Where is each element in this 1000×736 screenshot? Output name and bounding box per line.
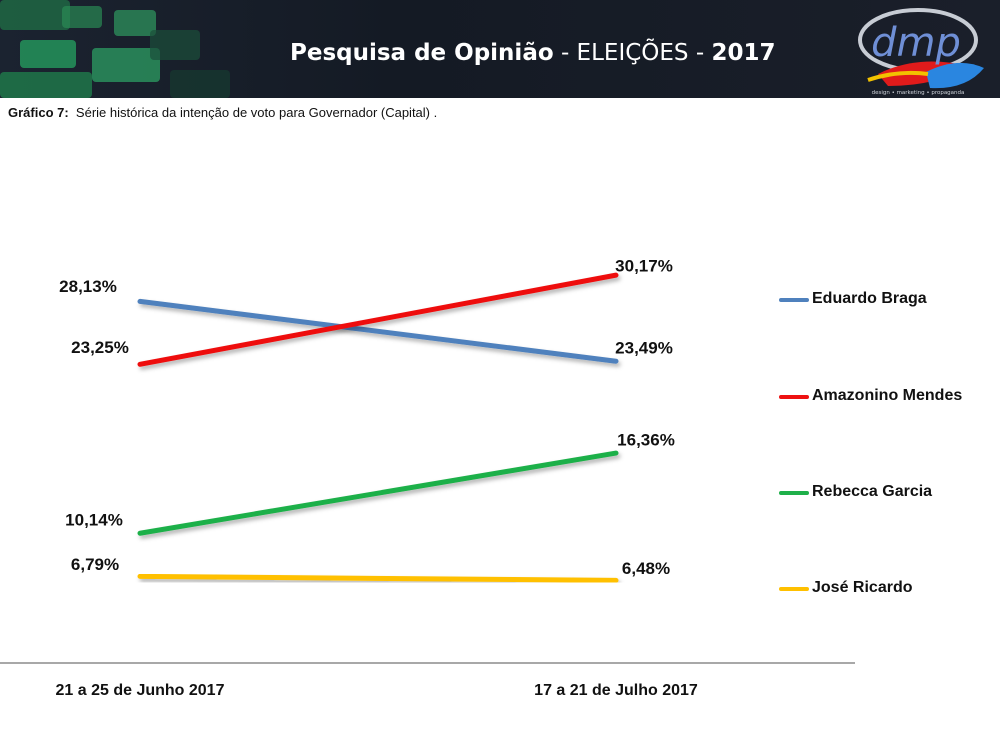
caption-label: Gráfico 7: — [8, 105, 69, 120]
series-line — [137, 298, 619, 364]
data-label: 6,79% — [71, 555, 119, 574]
legend-swatch — [779, 395, 809, 399]
data-label: 30,17% — [615, 257, 673, 276]
caption-text: Série histórica da intenção de voto para… — [75, 105, 438, 120]
dmp-logo: dmp design • marketing • propaganda — [858, 8, 984, 96]
banner-decoration — [92, 48, 160, 82]
banner-decoration — [62, 6, 102, 28]
data-label: 6,48% — [622, 559, 670, 578]
chart-caption: Gráfico 7: Série histórica da intenção d… — [8, 105, 437, 120]
data-label: 28,13% — [59, 277, 117, 296]
banner-decoration — [150, 30, 200, 60]
banner-decoration — [20, 40, 76, 68]
title-year: 2017 — [711, 40, 776, 66]
legend-label: Amazonino Mendes — [812, 387, 963, 404]
header-banner: Pesquisa de Opinião - ELEIÇÕES - 2017 dm… — [0, 0, 1000, 98]
series-line — [137, 272, 619, 367]
title-separator: - ELEIÇÕES - — [553, 40, 712, 66]
data-label: 23,49% — [615, 339, 673, 358]
x-tick-label: 17 a 21 de Julho 2017 — [534, 682, 698, 699]
banner-decoration — [0, 72, 92, 98]
series-line — [137, 573, 619, 583]
legend-label: Eduardo Braga — [812, 290, 927, 307]
series-line — [137, 450, 619, 536]
legend-swatch — [779, 298, 809, 302]
legend-label: José Ricardo — [812, 579, 913, 596]
data-label: 10,14% — [65, 511, 123, 530]
logo-tagline: design • marketing • propaganda — [872, 90, 965, 96]
banner-decoration — [114, 10, 156, 36]
legend-swatch — [779, 587, 809, 591]
page-title: Pesquisa de Opinião - ELEIÇÕES - 2017 — [290, 40, 776, 66]
x-tick-label: 21 a 25 de Junho 2017 — [56, 682, 225, 699]
banner-decoration — [0, 0, 70, 30]
logo-text: dmp — [871, 20, 961, 66]
legend-label: Rebecca Garcia — [812, 483, 933, 500]
data-label: 23,25% — [71, 338, 129, 357]
legend-swatch — [779, 491, 809, 495]
data-label: 16,36% — [617, 431, 675, 450]
banner-decoration — [170, 70, 230, 98]
